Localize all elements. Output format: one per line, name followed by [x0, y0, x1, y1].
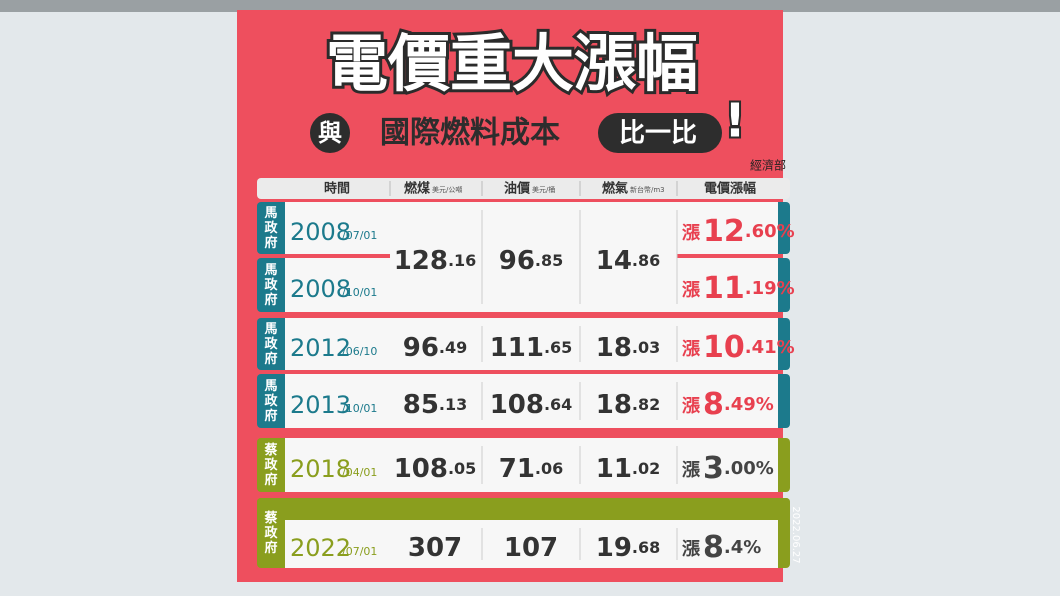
value: 11.19%	[703, 271, 795, 306]
row-body	[285, 318, 778, 370]
year: 2022	[290, 534, 351, 562]
rise-prefix: 漲	[682, 280, 701, 301]
value: 11.02	[596, 454, 661, 484]
date: /07/01	[342, 545, 377, 558]
value: 3.00%	[703, 451, 774, 486]
subtitle: 國際燃料成本	[380, 116, 560, 151]
value: 10.41%	[703, 330, 795, 365]
column-unit: 新台幣/m3	[630, 185, 665, 194]
government: 蔡政府	[263, 442, 278, 488]
date: /10/01	[342, 402, 377, 415]
prefix-circle	[310, 113, 350, 153]
value: 111.65	[490, 333, 573, 363]
date: /04/01	[342, 466, 377, 479]
column-unit: 美元/公噸	[432, 185, 462, 194]
government: 馬政府	[264, 263, 278, 308]
value: 12.60%	[703, 214, 795, 249]
rise-prefix: 漲	[682, 460, 701, 481]
exclaim: !	[725, 94, 746, 148]
source: 經濟部	[750, 158, 786, 173]
value: 128.16	[394, 246, 477, 276]
badge-bg	[598, 113, 722, 153]
column-header: 油價	[504, 181, 531, 197]
date: /10/01	[342, 286, 377, 299]
subtitle-prefix: 與	[318, 119, 342, 147]
year: 2013	[290, 391, 351, 419]
footer-date: 2022.06.27	[790, 506, 801, 563]
value: 19.68	[596, 533, 661, 563]
title: 電價重大漲幅	[326, 27, 698, 100]
government: 馬政府	[264, 322, 278, 367]
value: 307	[408, 533, 462, 563]
government: 馬政府	[264, 379, 278, 424]
row-body	[285, 374, 778, 428]
merged-body	[390, 202, 677, 312]
column-unit: 美元/桶	[532, 185, 555, 194]
date: /07/01	[342, 229, 377, 242]
value: 96.49	[403, 333, 468, 363]
value: 8.4%	[703, 530, 761, 565]
year: 2008	[290, 218, 351, 246]
column-header: 燃煤	[404, 181, 430, 197]
value: 108.64	[490, 390, 573, 420]
rise-prefix: 漲	[682, 539, 701, 560]
value: 18.03	[596, 333, 661, 363]
value: 107	[504, 533, 558, 563]
government: 馬政府	[264, 206, 278, 251]
top-bar	[0, 0, 1060, 12]
value: 85.13	[403, 390, 468, 420]
value: 96.85	[499, 246, 564, 276]
column-header: 時間	[324, 181, 350, 197]
column-header: 電價漲幅	[704, 181, 756, 197]
government: 蔡政府	[263, 510, 278, 556]
year: 2018	[290, 455, 351, 483]
value: 108.05	[394, 454, 477, 484]
rise-prefix: 漲	[682, 339, 701, 360]
row-body	[285, 520, 778, 568]
value: 8.49%	[703, 387, 774, 422]
column-header: 燃氣	[602, 181, 628, 197]
rise-prefix: 漲	[682, 396, 701, 417]
year: 2008	[290, 275, 351, 303]
value: 14.86	[596, 246, 661, 276]
rise-prefix: 漲	[682, 223, 701, 244]
year: 2012	[290, 334, 351, 362]
badge: 比一比	[619, 119, 697, 149]
value: 71.06	[499, 454, 564, 484]
date: /06/10	[342, 345, 377, 358]
row-body	[285, 438, 778, 492]
value: 18.82	[596, 390, 661, 420]
